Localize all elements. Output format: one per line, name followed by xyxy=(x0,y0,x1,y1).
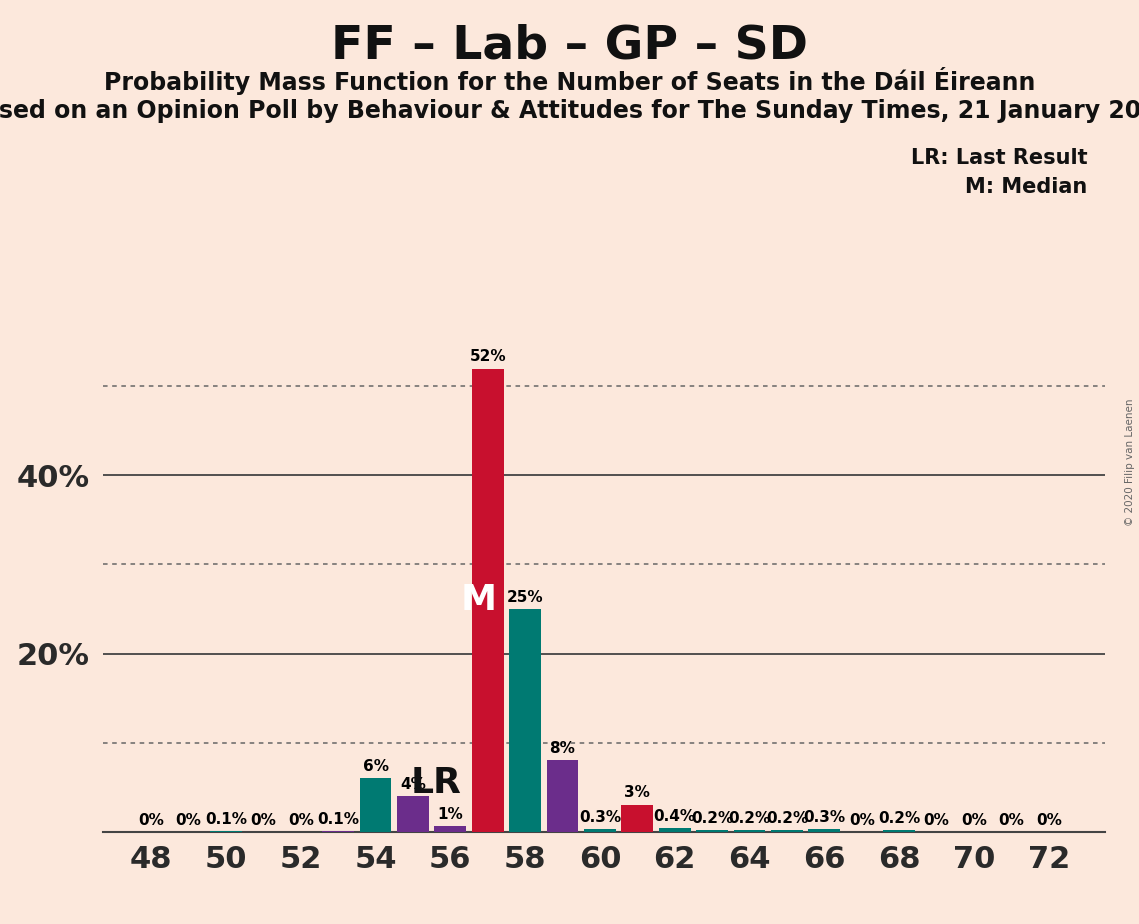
Bar xyxy=(509,609,541,832)
Text: 52%: 52% xyxy=(469,349,506,364)
Text: Based on an Opinion Poll by Behaviour & Attitudes for The Sunday Times, 21 Janua: Based on an Opinion Poll by Behaviour & … xyxy=(0,99,1139,123)
Bar xyxy=(472,369,503,832)
Text: LR: Last Result: LR: Last Result xyxy=(911,148,1088,168)
Bar xyxy=(809,829,841,832)
Text: 6%: 6% xyxy=(362,759,388,773)
Bar xyxy=(883,830,915,832)
Text: 0%: 0% xyxy=(961,813,986,828)
Text: 0%: 0% xyxy=(251,813,277,828)
Bar xyxy=(696,830,728,832)
Text: 0.2%: 0.2% xyxy=(878,811,920,826)
Text: M: Median: M: Median xyxy=(966,177,1088,198)
Bar xyxy=(398,796,428,832)
Text: 0.2%: 0.2% xyxy=(729,811,771,826)
Bar xyxy=(434,830,466,832)
Text: 0.3%: 0.3% xyxy=(803,810,845,825)
Text: 0.3%: 0.3% xyxy=(579,810,621,825)
Text: 0%: 0% xyxy=(849,813,875,828)
Bar xyxy=(360,778,392,832)
Text: 0.1%: 0.1% xyxy=(317,812,359,827)
Text: 8%: 8% xyxy=(550,741,575,756)
Text: 4%: 4% xyxy=(400,776,426,792)
Text: 0%: 0% xyxy=(999,813,1024,828)
Text: 0%: 0% xyxy=(1035,813,1062,828)
Text: © 2020 Filip van Laenen: © 2020 Filip van Laenen xyxy=(1125,398,1134,526)
Bar xyxy=(584,829,616,832)
Text: 0%: 0% xyxy=(924,813,950,828)
Text: Probability Mass Function for the Number of Seats in the Dáil Éireann: Probability Mass Function for the Number… xyxy=(104,67,1035,94)
Bar xyxy=(771,830,803,832)
Text: M: M xyxy=(460,583,497,617)
Bar xyxy=(622,805,654,832)
Bar xyxy=(658,828,690,832)
Text: LR: LR xyxy=(411,766,461,799)
Text: 0.1%: 0.1% xyxy=(205,812,247,827)
Text: 1%: 1% xyxy=(437,807,464,821)
Bar xyxy=(734,830,765,832)
Text: 3%: 3% xyxy=(624,785,650,800)
Text: 0%: 0% xyxy=(138,813,164,828)
Bar xyxy=(434,826,466,832)
Text: 0%: 0% xyxy=(288,813,313,828)
Text: 0%: 0% xyxy=(175,813,202,828)
Bar xyxy=(547,760,579,832)
Text: 0.2%: 0.2% xyxy=(765,811,808,826)
Text: FF – Lab – GP – SD: FF – Lab – GP – SD xyxy=(331,23,808,68)
Text: 25%: 25% xyxy=(507,590,543,604)
Text: 0.2%: 0.2% xyxy=(691,811,734,826)
Text: 0.4%: 0.4% xyxy=(654,809,696,824)
